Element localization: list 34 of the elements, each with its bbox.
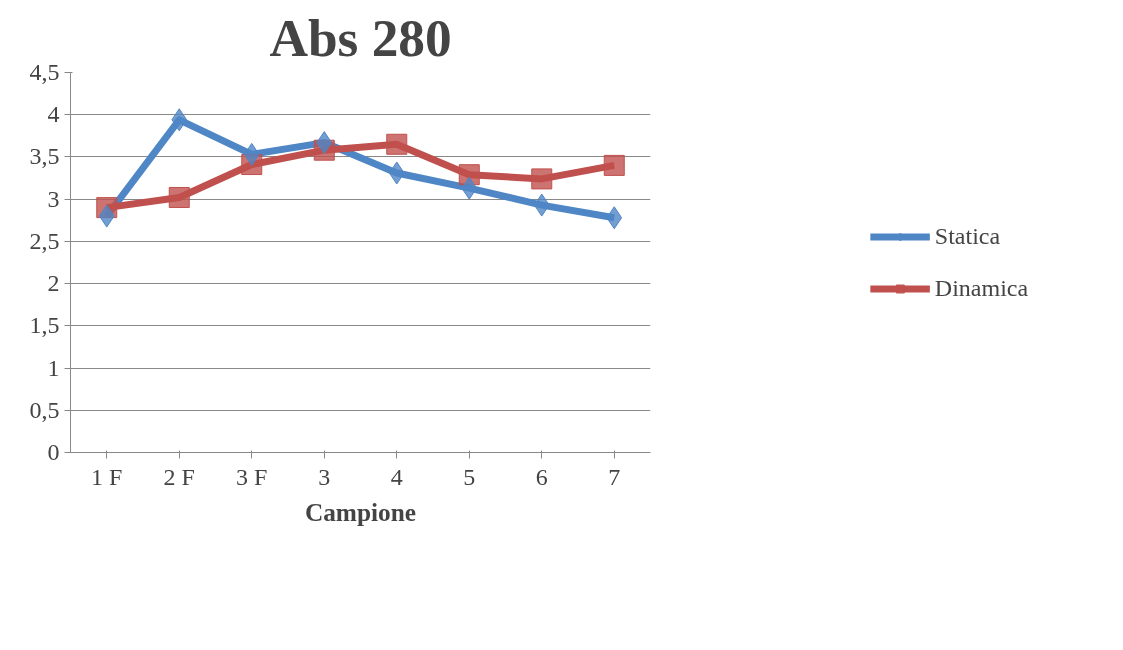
x-tick-label: 7 [608, 463, 621, 490]
y-tick-label: 3 [47, 185, 60, 212]
point [603, 154, 625, 176]
y-tick-label: 2,5 [29, 227, 60, 254]
y-tick-label: 0,5 [29, 396, 60, 423]
point [533, 193, 550, 217]
x-tick-label: 5 [463, 463, 476, 490]
y-tick-label: 4,5 [29, 59, 60, 85]
y-tick-label: 2 [47, 270, 60, 297]
point [168, 186, 190, 208]
y-tick-label: 1,5 [29, 312, 60, 339]
x-tick-label: 3 F [236, 463, 268, 490]
x-axis-title: Campione [304, 497, 417, 526]
x-tick-label: 3 [318, 463, 331, 490]
legend-label: Statica [934, 222, 1001, 250]
y-tick-label: 4 [47, 101, 60, 128]
chart-title: Abs 280 [269, 7, 452, 68]
y-tick-label: 1 [47, 354, 60, 381]
y-tick-label: 3,5 [29, 143, 60, 170]
point [98, 204, 115, 228]
x-tick-label: 6 [535, 463, 548, 490]
point [171, 108, 188, 132]
point [386, 133, 408, 155]
y-tick-label: 0 [47, 439, 60, 465]
point [243, 142, 260, 166]
x-tick-label: 1 F [91, 463, 123, 490]
point [531, 168, 553, 190]
legend-label: Dinamica [934, 274, 1029, 302]
point [461, 176, 478, 200]
point [606, 206, 623, 230]
point [388, 161, 405, 185]
x-tick-label: 2 F [163, 463, 195, 490]
x-tick-label: 4 [390, 463, 403, 490]
point [316, 131, 333, 155]
